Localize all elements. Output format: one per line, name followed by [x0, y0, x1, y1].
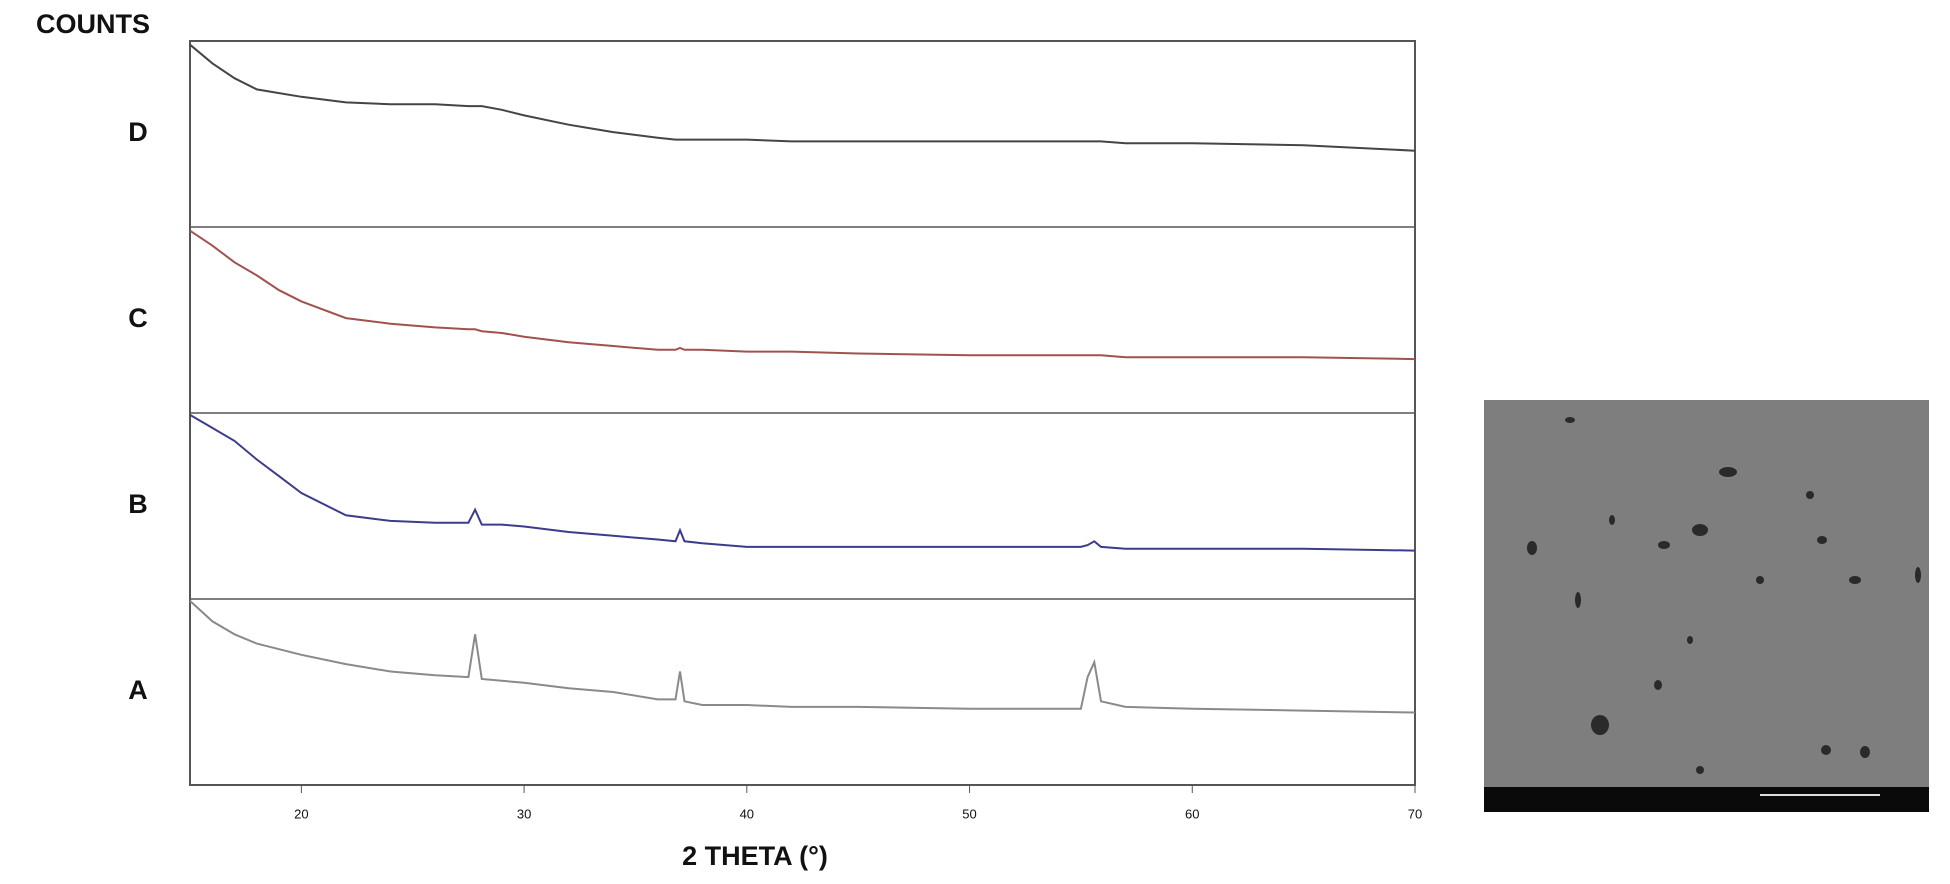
series-line: [189, 43, 1416, 152]
series-line: [189, 414, 1416, 552]
x-tick-label: 60: [1185, 806, 1199, 821]
x-tick-label: 40: [740, 806, 754, 821]
series-label: C: [128, 303, 148, 333]
x-tick-label: 20: [294, 806, 308, 821]
x-axis-title: 2 THETA (°): [682, 841, 828, 871]
x-tick-label: 50: [962, 806, 976, 821]
series-line: [189, 600, 1416, 714]
series-label: A: [128, 675, 148, 705]
series-line: [189, 229, 1416, 361]
series-label: D: [128, 117, 148, 147]
series-label: B: [128, 489, 148, 519]
y-axis-title: COUNTS: [36, 9, 150, 39]
sem-image: [1484, 400, 1929, 812]
x-tick-label: 30: [517, 806, 531, 821]
x-tick-label: 70: [1408, 806, 1422, 821]
